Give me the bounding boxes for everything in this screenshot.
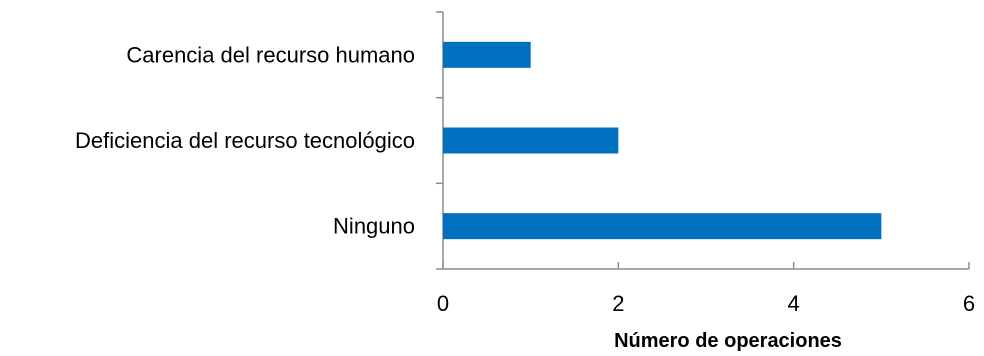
x-tick-label: 0	[437, 291, 449, 316]
x-ticks: 0 2 4 6	[437, 262, 975, 316]
x-tick-label: 2	[612, 291, 624, 316]
category-label: Deficiencia del recurso tecnológico	[75, 128, 415, 153]
bar	[443, 41, 531, 68]
category-label: Ninguno	[333, 214, 415, 239]
category-label: Carencia del recurso humano	[126, 42, 415, 67]
bar	[443, 127, 619, 154]
bar	[443, 213, 882, 240]
category-labels: Carencia del recurso humano Deficiencia d…	[75, 42, 415, 238]
x-axis-title: Número de operaciones	[614, 330, 842, 352]
x-tick-label: 6	[963, 291, 975, 316]
x-tick-label: 4	[788, 291, 800, 316]
bars-group	[443, 41, 882, 240]
